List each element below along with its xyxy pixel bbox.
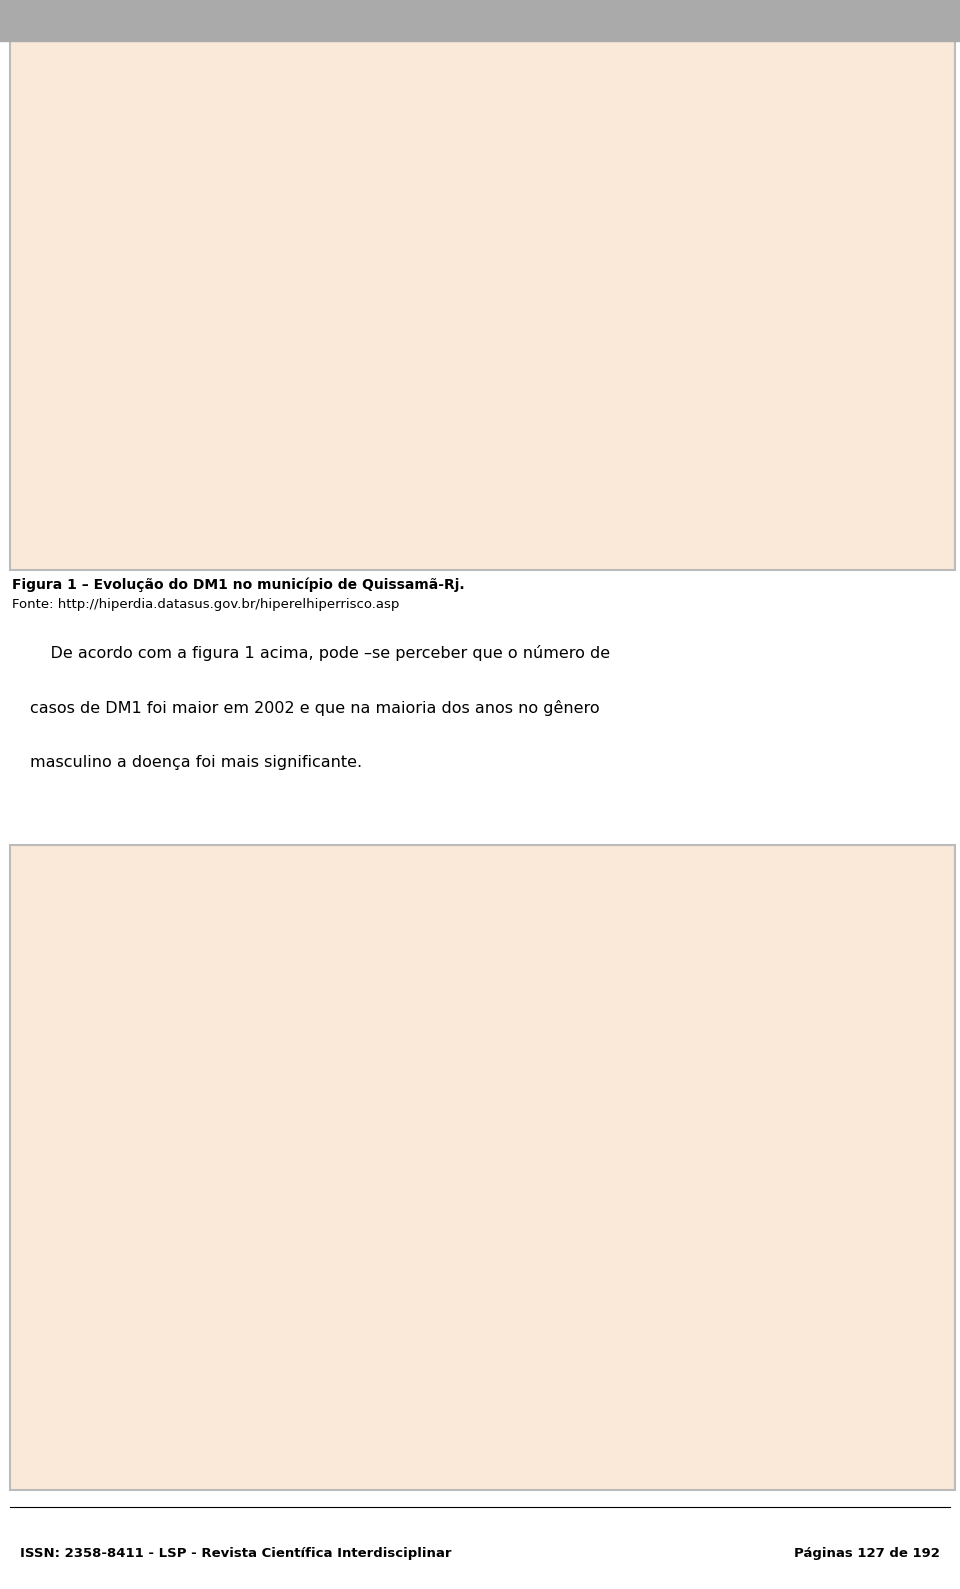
- Text: ISSN: 2358-8411 - LSP - Revista Científica Interdisciplinar: ISSN: 2358-8411 - LSP - Revista Científi…: [20, 1548, 451, 1560]
- Legend: MASC, FEM, TOT: MASC, FEM, TOT: [720, 861, 794, 923]
- Bar: [101, 470, 125, 545]
- Bar: [230, 213, 253, 545]
- Bar: [630, 1266, 653, 1465]
- Bar: [78, 1398, 101, 1465]
- Bar: [396, 1279, 419, 1465]
- Bar: [712, 383, 735, 545]
- Text: Páginas 127 de 192: Páginas 127 de 192: [794, 1548, 940, 1560]
- Bar: [735, 1224, 758, 1465]
- Text: casos de DM1 foi maior em 2002 e que na maioria dos anos no gênero: casos de DM1 foi maior em 2002 e que na …: [30, 701, 600, 717]
- Bar: [501, 1262, 524, 1465]
- Bar: [78, 175, 101, 545]
- Bar: [101, 1203, 125, 1465]
- Bar: [289, 1157, 313, 1465]
- Bar: [524, 1236, 547, 1465]
- Bar: [735, 435, 758, 545]
- Bar: [230, 909, 253, 1465]
- Text: masculino a doença foi mais significante.: masculino a doença foi mais significante…: [30, 755, 362, 771]
- Bar: [607, 1295, 630, 1465]
- Bar: [653, 1096, 676, 1465]
- Bar: [336, 1077, 359, 1465]
- Bar: [442, 1071, 465, 1465]
- Bar: [207, 346, 230, 545]
- Bar: [758, 276, 782, 545]
- Bar: [419, 372, 442, 545]
- Bar: [313, 294, 336, 545]
- Bar: [442, 364, 465, 545]
- Bar: [207, 1258, 230, 1465]
- Bar: [501, 318, 524, 545]
- Bar: [125, 99, 148, 545]
- Bar: [524, 372, 547, 545]
- Bar: [758, 939, 782, 1465]
- Text: Figura 1 – Evolução do DM1 no município de Quissamã-Rj.: Figura 1 – Evolução do DM1 no município …: [12, 578, 465, 593]
- Bar: [313, 1384, 336, 1465]
- Bar: [547, 1039, 570, 1465]
- Bar: [125, 1138, 148, 1465]
- Bar: [607, 267, 630, 545]
- Bar: [712, 1181, 735, 1465]
- Bar: [419, 1254, 442, 1465]
- Bar: [336, 167, 359, 545]
- Text: Fonte: http://hiperdia.datasus.gov.br/hiperelhiperrisco.asp: Fonte: http://hiperdia.datasus.gov.br/hi…: [12, 597, 399, 612]
- Bar: [289, 418, 313, 545]
- Bar: [653, 156, 676, 545]
- Bar: [183, 412, 207, 545]
- Bar: [396, 364, 419, 545]
- Bar: [630, 432, 653, 545]
- Bar: [183, 1114, 207, 1465]
- Bar: [547, 145, 570, 545]
- Text: De acordo com a figura 1 acima, pode –se perceber que o número de: De acordo com a figura 1 acima, pode –se…: [30, 645, 611, 661]
- Legend: MASC, FEM, TOT: MASC, FEM, TOT: [720, 32, 794, 94]
